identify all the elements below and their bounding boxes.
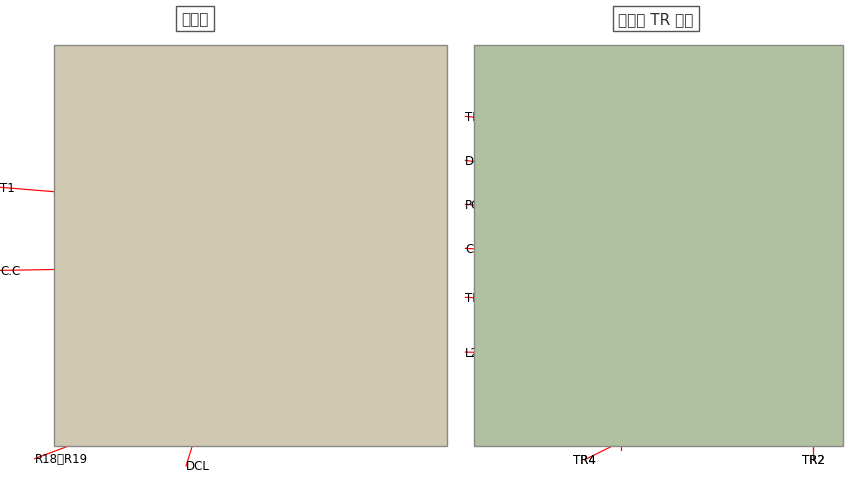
Text: C7: C7 bbox=[465, 243, 481, 255]
Text: TR1: TR1 bbox=[465, 111, 488, 123]
Text: 一次側 TR 周辺: 一次側 TR 周辺 bbox=[618, 12, 694, 27]
Text: PCB6: PCB6 bbox=[409, 218, 440, 231]
Text: TR4: TR4 bbox=[573, 453, 596, 466]
Text: T1: T1 bbox=[0, 182, 15, 194]
Text: DCL: DCL bbox=[186, 460, 210, 472]
Text: R18～R19: R18～R19 bbox=[35, 452, 87, 465]
Text: CT1: CT1 bbox=[409, 330, 432, 343]
Text: PCB6: PCB6 bbox=[465, 199, 497, 211]
Text: C.C: C.C bbox=[0, 264, 20, 277]
Text: TR2: TR2 bbox=[802, 453, 824, 466]
Text: PCB4: PCB4 bbox=[409, 108, 440, 121]
Text: DR1: DR1 bbox=[465, 155, 490, 167]
Text: TR2: TR2 bbox=[802, 453, 824, 466]
Text: 右视图: 右视图 bbox=[181, 12, 208, 27]
Text: TR4: TR4 bbox=[573, 453, 596, 466]
Text: TR3: TR3 bbox=[465, 291, 488, 304]
Text: L2: L2 bbox=[465, 346, 479, 359]
